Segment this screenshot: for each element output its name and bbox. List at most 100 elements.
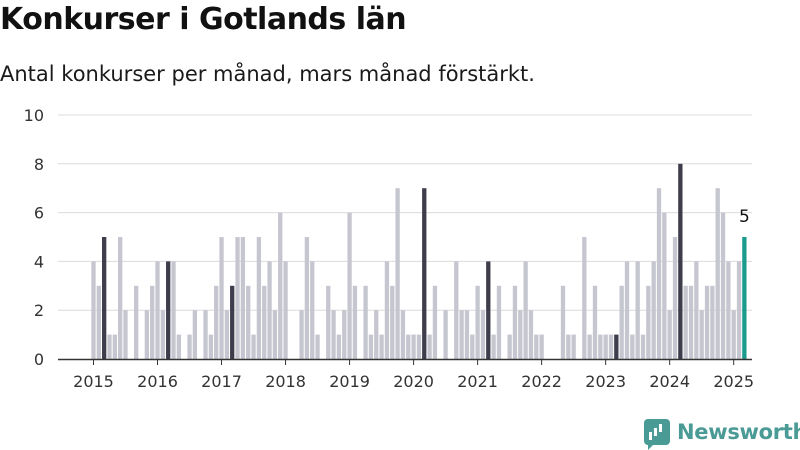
bar-2015-04 xyxy=(107,334,112,359)
page-title: Konkurser i Gotlands län xyxy=(0,2,407,37)
chart-logo-icon xyxy=(644,419,670,450)
bar-2017-07 xyxy=(251,334,256,359)
x-tick-label: 2023 xyxy=(585,372,626,391)
bar-2023-03 xyxy=(614,334,619,359)
bar-2023-04 xyxy=(619,285,624,359)
bar-2018-10 xyxy=(331,310,336,359)
brand-logo: Newsworthy xyxy=(644,419,800,450)
bar-2020-09 xyxy=(454,261,459,359)
bar-2021-11 xyxy=(528,310,534,359)
y-tick-label: 4 xyxy=(34,252,44,271)
bar-2020-05 xyxy=(432,285,438,359)
latest-value-label: 5 xyxy=(739,207,750,227)
x-tick-label: 2025 xyxy=(713,372,754,391)
bar-2017-02 xyxy=(224,310,230,359)
bar-2018-01 xyxy=(283,261,288,359)
bar-2018-06 xyxy=(310,261,315,359)
data-labels: 5 xyxy=(739,207,750,227)
x-tick-label: 2015 xyxy=(73,372,114,391)
bar-2015-03 xyxy=(102,237,107,359)
bar-2021-10 xyxy=(523,261,528,359)
bar-2024-06 xyxy=(694,261,699,359)
bar-2022-09 xyxy=(582,237,587,359)
bar-2023-05 xyxy=(624,261,630,359)
bar-2016-02 xyxy=(160,310,166,359)
bar-2019-06 xyxy=(374,310,379,359)
bar-2020-12 xyxy=(470,334,475,359)
bar-2022-07 xyxy=(571,334,576,359)
bar-2019-01 xyxy=(347,212,352,359)
y-tick-label: 6 xyxy=(34,204,44,223)
bar-2015-02 xyxy=(96,285,101,359)
bar-2021-05 xyxy=(496,285,502,359)
bar-2015-12 xyxy=(150,285,155,359)
bar-2015-09 xyxy=(134,285,139,359)
bar-2025-01 xyxy=(731,310,736,359)
x-tick-label: 2022 xyxy=(521,372,562,391)
bar-2025-02 xyxy=(736,261,742,359)
bar-2021-08 xyxy=(512,285,518,359)
bar-2018-11 xyxy=(336,334,342,359)
bar-2022-05 xyxy=(560,285,566,359)
bar-2021-03 xyxy=(486,261,491,359)
bar-2024-05 xyxy=(688,285,694,359)
bar-2019-04 xyxy=(363,285,368,359)
bar-2019-12 xyxy=(406,334,411,359)
bar-2025-03 xyxy=(742,237,747,359)
bar-2023-01 xyxy=(603,334,608,359)
bar-2016-12 xyxy=(214,285,219,359)
y-tick-label: 0 xyxy=(34,350,44,369)
bar-2015-05 xyxy=(112,334,117,359)
bar-2023-11 xyxy=(656,188,662,359)
y-tick-label: 8 xyxy=(34,155,44,174)
bar-2020-04 xyxy=(427,334,432,359)
bar-2019-07 xyxy=(379,334,384,359)
bar-2018-12 xyxy=(342,310,347,359)
x-tick-label: 2019 xyxy=(329,372,370,391)
bar-2017-05 xyxy=(240,237,246,359)
bar-2022-01 xyxy=(539,334,544,359)
bar-2017-11 xyxy=(272,310,278,359)
bar-2017-09 xyxy=(262,285,267,359)
bar-2016-08 xyxy=(192,310,198,359)
bar-2019-02 xyxy=(352,285,358,359)
bar-2016-03 xyxy=(166,261,171,359)
bar-2016-11 xyxy=(208,334,214,359)
bar-2023-07 xyxy=(635,261,640,359)
bar-2019-11 xyxy=(400,310,406,359)
grid-lines xyxy=(58,114,752,311)
bar-2018-07 xyxy=(315,334,320,359)
bar-2018-05 xyxy=(304,237,310,359)
bar-2017-03 xyxy=(230,285,235,359)
bar-2017-06 xyxy=(246,285,251,359)
x-tick-label: 2024 xyxy=(649,372,690,391)
bar-2015-06 xyxy=(118,237,123,359)
bar-2016-10 xyxy=(203,310,208,359)
bar-2015-07 xyxy=(123,310,128,359)
bar-2024-11 xyxy=(720,212,726,359)
page-subtitle: Antal konkurser per månad, mars månad fö… xyxy=(0,62,535,86)
brand-name: Newsworthy xyxy=(677,420,800,444)
x-tick-label: 2021 xyxy=(457,372,498,391)
bar-2024-02 xyxy=(672,237,678,359)
bar-2023-09 xyxy=(646,285,651,359)
y-tick-label: 2 xyxy=(34,301,44,320)
bar-2017-04 xyxy=(235,237,240,359)
x-tick-label: 2017 xyxy=(201,372,242,391)
bar-2017-08 xyxy=(256,237,262,359)
x-tick-label: 2018 xyxy=(265,372,306,391)
bar-2023-12 xyxy=(662,212,667,359)
bar-2023-10 xyxy=(651,261,656,359)
bar-2024-03 xyxy=(678,163,683,359)
bar-2018-04 xyxy=(299,310,304,359)
bar-2022-12 xyxy=(598,334,603,359)
bar-2021-01 xyxy=(475,285,480,359)
bar-2024-04 xyxy=(683,285,688,359)
bar-2019-09 xyxy=(390,285,395,359)
bar-2018-09 xyxy=(326,285,331,359)
bar-2024-09 xyxy=(710,285,715,359)
bar-2017-12 xyxy=(278,212,283,359)
bar-2019-05 xyxy=(368,334,374,359)
bar-2022-10 xyxy=(587,334,592,359)
